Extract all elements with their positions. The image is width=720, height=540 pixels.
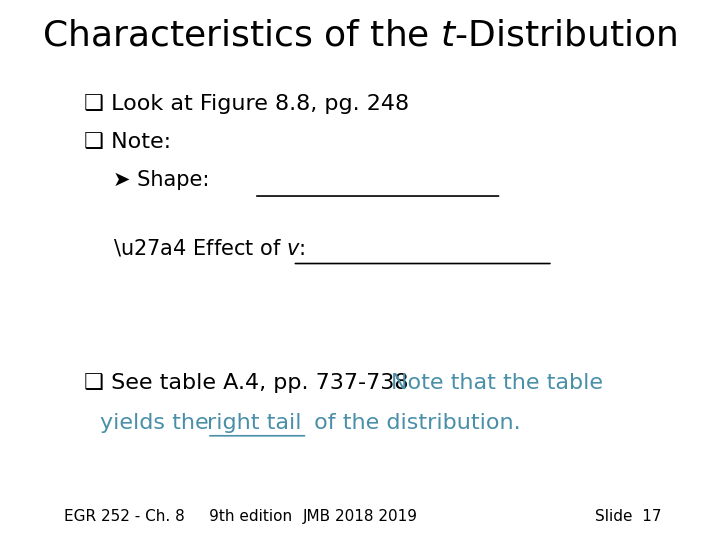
Text: ❑ Look at Figure 8.8, pg. 248: ❑ Look at Figure 8.8, pg. 248 — [84, 94, 409, 114]
Text: ❑ See table A.4, pp. 737-738: ❑ See table A.4, pp. 737-738 — [84, 373, 430, 393]
Text: yields the: yields the — [100, 413, 215, 433]
Text: right tail: right tail — [207, 413, 302, 433]
Text: ❑ Note:: ❑ Note: — [84, 132, 171, 152]
Text: EGR 252 - Ch. 8     9th edition: EGR 252 - Ch. 8 9th edition — [64, 509, 292, 524]
Text: ➤ Shape:: ➤ Shape: — [112, 170, 215, 190]
Text: \u27a4 Effect of $\it{v}$:: \u27a4 Effect of $\it{v}$: — [112, 238, 307, 259]
Text: JMB 2018 2019: JMB 2018 2019 — [302, 509, 418, 524]
Text: Slide  17: Slide 17 — [595, 509, 662, 524]
Text: of the distribution.: of the distribution. — [307, 413, 521, 433]
Text: Note that the table: Note that the table — [391, 373, 603, 393]
Text: Characteristics of the $\it{t}$-Distribution: Characteristics of the $\it{t}$-Distribu… — [42, 19, 678, 53]
